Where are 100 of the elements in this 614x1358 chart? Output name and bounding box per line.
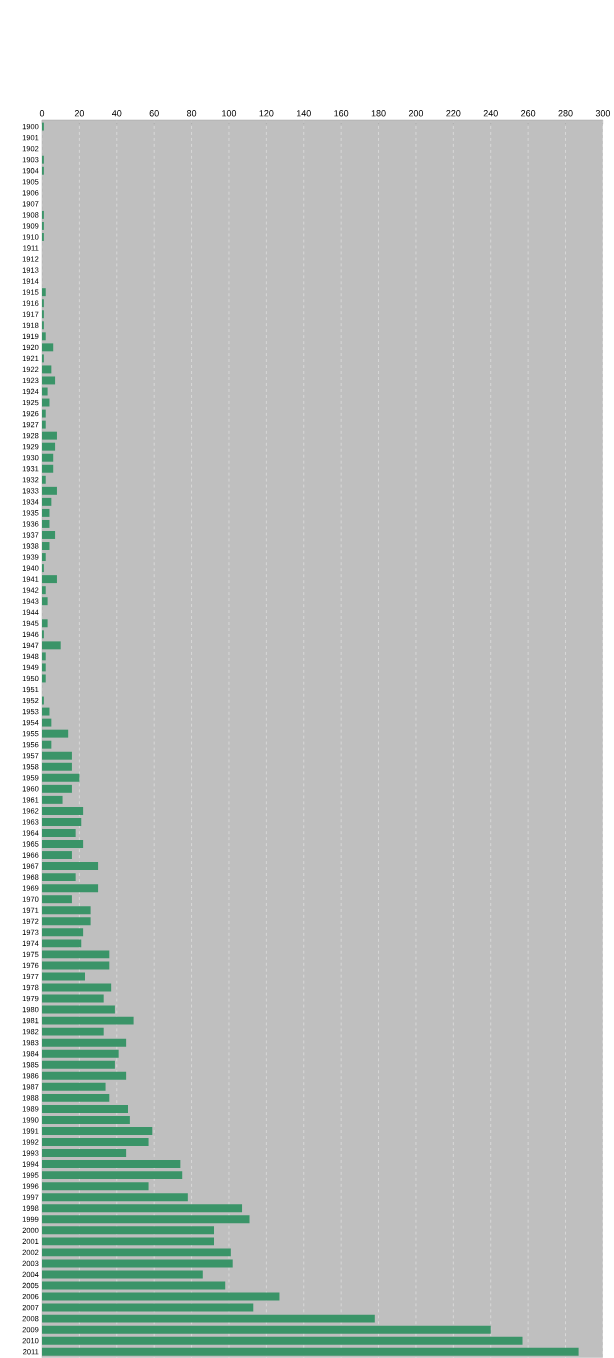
bar — [42, 795, 63, 804]
x-tick-label: 20 — [74, 110, 85, 117]
bar — [42, 906, 91, 915]
bar — [42, 1325, 491, 1334]
bar — [42, 1270, 203, 1279]
bar — [42, 519, 50, 528]
bar — [42, 1292, 280, 1301]
x-tick-label: 260 — [521, 110, 536, 117]
bar — [42, 884, 99, 893]
bar — [42, 1060, 116, 1069]
x-tick-label: 80 — [187, 110, 197, 117]
bar — [42, 1171, 183, 1180]
bar — [42, 762, 73, 771]
bar — [42, 1314, 375, 1323]
bar — [42, 1160, 181, 1169]
bar — [42, 475, 46, 484]
x-tick-label: 140 — [297, 110, 312, 117]
bar — [42, 1115, 131, 1124]
bar — [42, 928, 84, 937]
bar — [42, 994, 104, 1003]
bar — [42, 1303, 254, 1312]
bar — [42, 961, 110, 970]
x-tick-label: 240 — [483, 110, 498, 117]
bar — [42, 387, 48, 396]
bar — [42, 1248, 231, 1257]
x-tick-label: 200 — [409, 110, 424, 117]
x-tick-label: 40 — [112, 110, 122, 117]
bar — [42, 729, 69, 738]
bar — [42, 1093, 110, 1102]
bar — [42, 531, 56, 539]
bar — [42, 420, 46, 429]
bar — [42, 1347, 579, 1356]
bar — [42, 1127, 153, 1135]
bar — [42, 751, 73, 760]
bar — [42, 553, 46, 562]
bar — [42, 1215, 250, 1224]
x-tick-label: 280 — [558, 110, 573, 117]
bar — [42, 486, 58, 495]
bar — [42, 1204, 243, 1213]
bar — [42, 442, 56, 451]
bar — [42, 641, 61, 650]
x-tick-label: 120 — [259, 110, 274, 117]
bar — [42, 1226, 215, 1235]
x-tick-label: 180 — [371, 110, 386, 117]
bar — [42, 497, 52, 506]
bar — [42, 862, 99, 871]
bar — [42, 663, 46, 672]
bar — [42, 409, 46, 418]
bar — [42, 288, 46, 297]
bar — [42, 939, 82, 948]
bar — [42, 398, 50, 407]
bar — [42, 829, 76, 837]
bar — [42, 784, 73, 793]
bar — [42, 1016, 134, 1025]
bar — [42, 707, 50, 716]
bar — [42, 365, 52, 374]
bar — [42, 453, 54, 462]
bar — [42, 1138, 149, 1146]
bar — [42, 343, 54, 352]
bar — [42, 674, 46, 683]
bar — [42, 1237, 215, 1246]
bar — [42, 1193, 188, 1202]
bar — [42, 851, 73, 860]
x-tick-label: 0 — [39, 110, 45, 117]
bar — [42, 619, 48, 628]
x-tick-label: 60 — [149, 110, 159, 117]
bar — [42, 873, 76, 882]
bar — [42, 817, 82, 826]
bar — [42, 773, 80, 782]
bar — [42, 652, 46, 661]
bar — [42, 1049, 119, 1058]
bar — [42, 464, 54, 473]
bar — [42, 840, 84, 848]
bar — [42, 1005, 116, 1014]
bar — [42, 1149, 127, 1158]
bar — [42, 1082, 106, 1091]
bar — [42, 575, 58, 584]
bar — [42, 1336, 523, 1345]
x-tick-label: 300 — [595, 110, 611, 117]
bar — [42, 1259, 233, 1268]
bar — [42, 508, 50, 517]
bar — [42, 597, 48, 606]
bar — [42, 718, 52, 727]
bar — [42, 1182, 149, 1191]
bar — [42, 740, 52, 749]
bar — [42, 1038, 127, 1047]
bar — [42, 1071, 127, 1080]
bar — [42, 806, 84, 815]
bar — [42, 542, 50, 550]
x-tick-label: 100 — [222, 110, 237, 117]
x-tick-label: 220 — [446, 110, 461, 117]
bar — [42, 972, 86, 981]
bar — [42, 431, 58, 440]
bar — [42, 376, 56, 385]
bar — [42, 1104, 129, 1113]
bar — [42, 332, 46, 341]
bar — [42, 1027, 104, 1036]
bar — [42, 586, 46, 595]
bar — [42, 895, 73, 904]
x-tick-label: 160 — [334, 110, 349, 117]
